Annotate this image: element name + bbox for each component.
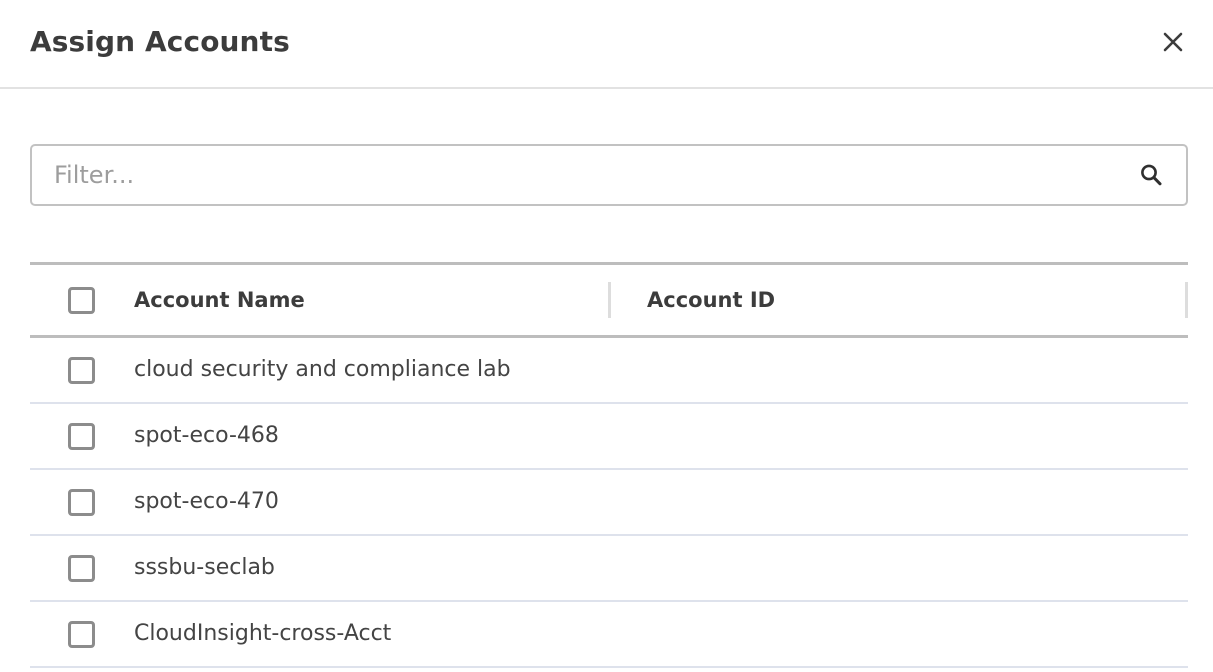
column-header-account-name[interactable]: Account Name — [134, 287, 609, 313]
account-name-text: cloud security and compliance lab — [134, 357, 511, 382]
cell-account-name: sssbu-seclab — [134, 554, 609, 582]
account-name-text: sssbu-seclab — [134, 555, 275, 580]
table-row[interactable]: CloudInsight-cross-Acct — [30, 602, 1188, 668]
filter-row — [30, 144, 1188, 206]
table-header-row: Account Name Account ID — [30, 265, 1188, 338]
row-select-cell — [30, 488, 134, 516]
table-row[interactable]: spot-eco-470 — [30, 470, 1188, 536]
table-row[interactable]: sssbu-seclab — [30, 536, 1188, 602]
table-row[interactable]: spot-eco-468 — [30, 404, 1188, 470]
row-checkbox[interactable] — [68, 554, 95, 582]
dialog-header: Assign Accounts — [0, 0, 1213, 89]
account-name-text: spot-eco-470 — [134, 489, 279, 514]
page-title: Assign Accounts — [30, 25, 290, 58]
row-checkbox[interactable] — [68, 422, 95, 450]
filter-input-wrap[interactable] — [30, 144, 1188, 206]
column-divider[interactable] — [1185, 282, 1188, 318]
close-icon — [1160, 29, 1186, 55]
column-divider[interactable] — [608, 282, 611, 318]
cell-account-name: spot-eco-468 — [134, 422, 609, 450]
account-name-text: spot-eco-468 — [134, 423, 279, 448]
row-select-cell — [30, 554, 134, 582]
row-select-cell — [30, 422, 134, 450]
column-header-label: Account Name — [134, 288, 305, 312]
row-checkbox[interactable] — [68, 356, 95, 384]
accounts-table: Account Name Account ID cloud security a… — [30, 262, 1188, 668]
close-button[interactable] — [1155, 24, 1191, 60]
row-select-cell — [30, 620, 134, 648]
table-row[interactable]: cloud security and compliance lab — [30, 338, 1188, 404]
search-icon[interactable] — [1136, 160, 1166, 190]
cell-account-name: CloudInsight-cross-Acct — [134, 620, 609, 648]
column-header-label: Account ID — [647, 288, 776, 312]
cell-account-name: spot-eco-470 — [134, 488, 609, 516]
search-input[interactable] — [32, 146, 1116, 204]
row-checkbox[interactable] — [68, 488, 95, 516]
row-checkbox[interactable] — [68, 620, 95, 648]
account-name-text: CloudInsight-cross-Acct — [134, 621, 392, 646]
column-header-account-id[interactable]: Account ID — [609, 287, 1188, 313]
row-select-cell — [30, 356, 134, 384]
cell-account-name: cloud security and compliance lab — [134, 356, 609, 384]
select-all-checkbox[interactable] — [68, 286, 95, 314]
select-all-cell — [30, 286, 134, 314]
